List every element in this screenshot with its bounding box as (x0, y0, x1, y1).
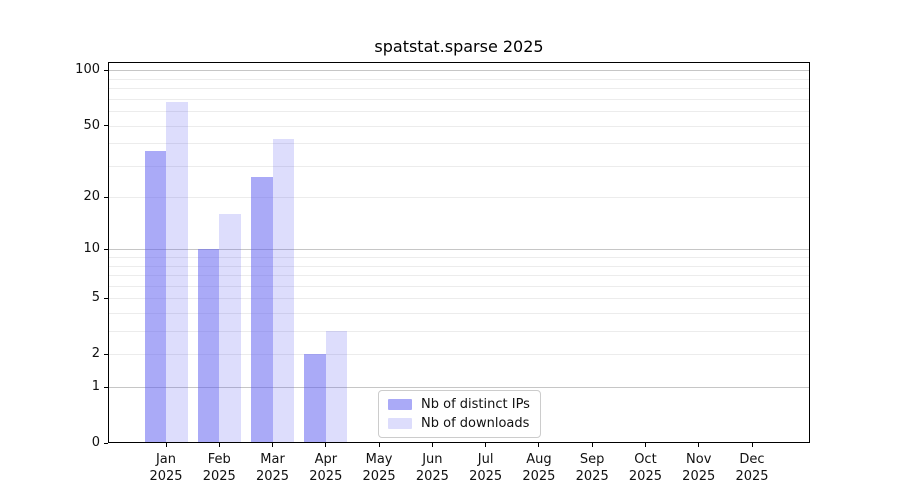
x-tick-mark (165, 443, 167, 447)
x-tick-mark (272, 443, 274, 447)
x-tick-mark (591, 443, 593, 447)
gridline (108, 257, 810, 259)
y-tick-label: 50 (83, 117, 100, 133)
gridline (108, 78, 810, 80)
gridline (108, 125, 810, 127)
gridline (108, 313, 810, 315)
legend-entry-distinct-ips: Nb of distinct IPs (388, 397, 530, 412)
gridline (108, 387, 810, 389)
x-tick-mark (431, 443, 433, 447)
y-tick-label: 2 (91, 346, 100, 362)
x-tick-label: Jun 2025 (415, 452, 449, 484)
bar-distinct-ips (251, 176, 273, 443)
legend-label-downloads: Nb of downloads (421, 416, 530, 431)
gridline (108, 265, 810, 267)
legend-label-distinct-ips: Nb of distinct IPs (421, 397, 530, 412)
gridline (108, 165, 810, 167)
gridline (108, 298, 810, 300)
x-tick-label: Oct 2025 (628, 452, 662, 484)
y-tick-mark (104, 69, 108, 71)
x-tick-label: Jan 2025 (149, 452, 183, 484)
x-tick-mark (325, 443, 327, 447)
x-tick-mark (218, 443, 220, 447)
legend-swatch-distinct-ips (388, 399, 412, 410)
y-tick-label: 100 (75, 62, 100, 78)
x-tick-mark (644, 443, 646, 447)
y-tick-label: 10 (83, 241, 100, 257)
bar-distinct-ips (197, 249, 220, 443)
bar-downloads (325, 331, 348, 443)
gridline (108, 111, 810, 113)
gridline (108, 285, 810, 287)
bar-distinct-ips (144, 151, 166, 443)
bar-distinct-ips (304, 354, 326, 443)
y-tick-mark (104, 248, 108, 250)
x-tick-label: Sep 2025 (575, 452, 609, 484)
bar-downloads (166, 102, 188, 443)
y-tick-mark (104, 442, 108, 444)
x-tick-label: Aug 2025 (522, 452, 556, 484)
y-tick-mark (104, 353, 108, 355)
y-tick-label: 20 (83, 189, 100, 205)
gridline (108, 98, 810, 100)
y-tick-label: 1 (91, 379, 100, 395)
x-tick-mark (751, 443, 753, 447)
gridline (108, 70, 810, 72)
y-tick-mark (104, 196, 108, 198)
x-tick-mark (538, 443, 540, 447)
gridline (108, 197, 810, 199)
gridline (108, 249, 810, 251)
x-tick-label: May 2025 (362, 452, 396, 484)
gridline (108, 331, 810, 333)
y-tick-label: 0 (91, 435, 100, 450)
legend: Nb of distinct IPs Nb of downloads (378, 390, 541, 438)
legend-entry-downloads: Nb of downloads (388, 416, 530, 431)
gridline (108, 275, 810, 277)
bar-downloads (219, 214, 241, 443)
x-tick-label: Nov 2025 (682, 452, 716, 484)
x-tick-label: Jul 2025 (469, 452, 503, 484)
gridline (108, 143, 810, 145)
x-tick-label: Dec 2025 (735, 452, 769, 484)
legend-swatch-downloads (388, 418, 412, 429)
x-tick-mark (485, 443, 487, 447)
plot-area: Nb of distinct IPs Nb of downloads (108, 62, 810, 443)
x-tick-mark (698, 443, 700, 447)
y-tick-label: 5 (91, 290, 100, 306)
y-tick-mark (104, 297, 108, 299)
x-tick-label: Feb 2025 (202, 452, 236, 484)
x-tick-mark (378, 443, 380, 447)
chart-title: spatstat.sparse 2025 (374, 37, 544, 56)
y-tick-mark (104, 386, 108, 388)
x-tick-label: Apr 2025 (309, 452, 343, 484)
gridline (108, 88, 810, 90)
x-tick-label: Mar 2025 (255, 452, 290, 484)
y-tick-mark (104, 125, 108, 127)
bar-downloads (272, 139, 295, 443)
gridline (108, 354, 810, 356)
